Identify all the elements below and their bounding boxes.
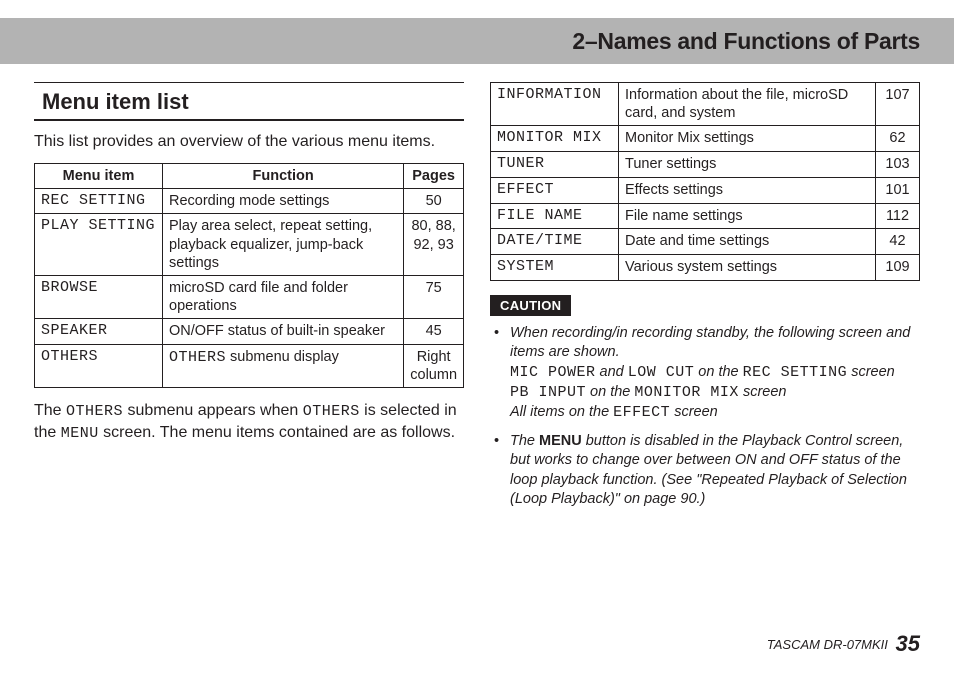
table-row: DATE/TIME Date and time settings 42 <box>491 229 920 255</box>
lcd-text: MONITOR MIX <box>634 384 739 401</box>
text: screen. The menu items contained are as … <box>99 424 455 441</box>
menu-item-function: microSD card file and folder operations <box>163 275 404 318</box>
lcd-text: MIC POWER <box>510 364 596 381</box>
menu-item-name: BROWSE <box>35 275 163 318</box>
submenu-item-name: EFFECT <box>491 177 619 203</box>
menu-item-function: ON/OFF status of built-in speaker <box>163 319 404 345</box>
lcd-text: OTHERS <box>66 403 123 420</box>
submenu-item-function: Date and time settings <box>619 229 876 255</box>
text: screen <box>847 364 895 380</box>
menu-item-function: Recording mode settings <box>163 188 404 214</box>
table-row: INFORMATION Information about the file, … <box>491 83 920 126</box>
col-pages: Pages <box>404 163 464 188</box>
submenu-item-function: Monitor Mix settings <box>619 126 876 152</box>
table-row: OTHERS OTHERS submenu display Right colu… <box>35 344 464 387</box>
submenu-item-function: Information about the file, microSD card… <box>619 83 876 126</box>
text: screen <box>670 404 718 420</box>
footer-page-number: 35 <box>896 631 920 656</box>
page-footer: TASCAM DR-07MKII 35 <box>767 631 920 657</box>
table-row: EFFECT Effects settings 101 <box>491 177 920 203</box>
others-note: The OTHERS submenu appears when OTHERS i… <box>34 400 464 445</box>
section-title: Menu item list <box>34 89 464 121</box>
menu-item-pages: 45 <box>404 319 464 345</box>
caution-list: When recording/in recording standby, the… <box>490 324 920 510</box>
submenu-item-name: INFORMATION <box>491 83 619 126</box>
caution-text: When recording/in recording standby, the… <box>510 324 920 363</box>
left-column: Menu item list This list provides an ove… <box>34 82 464 518</box>
menu-item-function: OTHERS submenu display <box>163 344 404 387</box>
menu-item-name: PLAY SETTING <box>35 214 163 275</box>
table-row: TUNER Tuner settings 103 <box>491 152 920 178</box>
submenu-item-name: DATE/TIME <box>491 229 619 255</box>
submenu-item-pages: 107 <box>876 83 920 126</box>
table-row: MONITOR MIX Monitor Mix settings 62 <box>491 126 920 152</box>
submenu-item-pages: 42 <box>876 229 920 255</box>
submenu-item-pages: 112 <box>876 203 920 229</box>
text: submenu appears when <box>123 402 303 419</box>
col-menu-item: Menu item <box>35 163 163 188</box>
lcd-text: LOW CUT <box>628 364 695 381</box>
footer-model: TASCAM DR-07MKII <box>767 637 888 652</box>
menu-item-pages: 80, 88, 92, 93 <box>404 214 464 275</box>
table-row: FILE NAME File name settings 112 <box>491 203 920 229</box>
section-rule-top <box>34 82 464 83</box>
text: and <box>596 364 628 380</box>
caution-item: The MENU button is disabled in the Playb… <box>490 432 920 510</box>
submenu-item-pages: 103 <box>876 152 920 178</box>
lcd-text: REC SETTING <box>743 364 848 381</box>
submenu-item-pages: 62 <box>876 126 920 152</box>
text: on the <box>694 364 742 380</box>
table-row: PLAY SETTING Play area select, repeat se… <box>35 214 464 275</box>
text: on the <box>586 384 634 400</box>
submenu-item-function: File name settings <box>619 203 876 229</box>
menu-item-name: SPEAKER <box>35 319 163 345</box>
header-bar: 2–Names and Functions of Parts <box>0 18 954 64</box>
lcd-text: OTHERS <box>303 403 360 420</box>
table-header-row: Menu item Function Pages <box>35 163 464 188</box>
menu-item-table: Menu item Function Pages REC SETTING Rec… <box>34 163 464 389</box>
others-submenu-table: INFORMATION Information about the file, … <box>490 82 920 281</box>
table-row: SPEAKER ON/OFF status of built-in speake… <box>35 319 464 345</box>
two-column-layout: Menu item list This list provides an ove… <box>34 82 920 518</box>
lcd-text: EFFECT <box>613 404 670 421</box>
submenu-item-name: TUNER <box>491 152 619 178</box>
lcd-text: OTHERS <box>169 349 226 366</box>
lcd-text: MENU <box>61 425 99 442</box>
menu-item-pages: 50 <box>404 188 464 214</box>
submenu-item-function: Tuner settings <box>619 152 876 178</box>
table-row: REC SETTING Recording mode settings 50 <box>35 188 464 214</box>
page: 2–Names and Functions of Parts Menu item… <box>0 0 954 675</box>
menu-item-pages: 75 <box>404 275 464 318</box>
text: submenu display <box>226 349 339 365</box>
text: screen <box>739 384 787 400</box>
submenu-item-function: Effects settings <box>619 177 876 203</box>
caution-item: When recording/in recording standby, the… <box>490 324 920 424</box>
menu-item-function: Play area select, repeat setting, playba… <box>163 214 404 275</box>
bold-text: MENU <box>539 433 582 449</box>
text: The <box>510 433 539 449</box>
caution-badge: CAUTION <box>490 295 571 316</box>
text: All items on the <box>510 404 613 420</box>
caution-line: All items on the EFFECT screen <box>510 403 920 423</box>
lcd-text: PB INPUT <box>510 384 586 401</box>
submenu-item-pages: 101 <box>876 177 920 203</box>
right-column: INFORMATION Information about the file, … <box>490 82 920 518</box>
menu-item-pages: Right column <box>404 344 464 387</box>
text: The <box>34 402 66 419</box>
submenu-item-name: SYSTEM <box>491 255 619 281</box>
submenu-item-name: FILE NAME <box>491 203 619 229</box>
menu-item-name: OTHERS <box>35 344 163 387</box>
caution-line: PB INPUT on the MONITOR MIX screen <box>510 383 920 403</box>
table-row: SYSTEM Various system settings 109 <box>491 255 920 281</box>
section-intro: This list provides an overview of the va… <box>34 131 464 153</box>
submenu-item-function: Various system settings <box>619 255 876 281</box>
table-row: BROWSE microSD card file and folder oper… <box>35 275 464 318</box>
caution-line: MIC POWER and LOW CUT on the REC SETTING… <box>510 363 920 383</box>
col-function: Function <box>163 163 404 188</box>
submenu-item-pages: 109 <box>876 255 920 281</box>
submenu-item-name: MONITOR MIX <box>491 126 619 152</box>
menu-item-name: REC SETTING <box>35 188 163 214</box>
chapter-title: 2–Names and Functions of Parts <box>572 28 920 55</box>
